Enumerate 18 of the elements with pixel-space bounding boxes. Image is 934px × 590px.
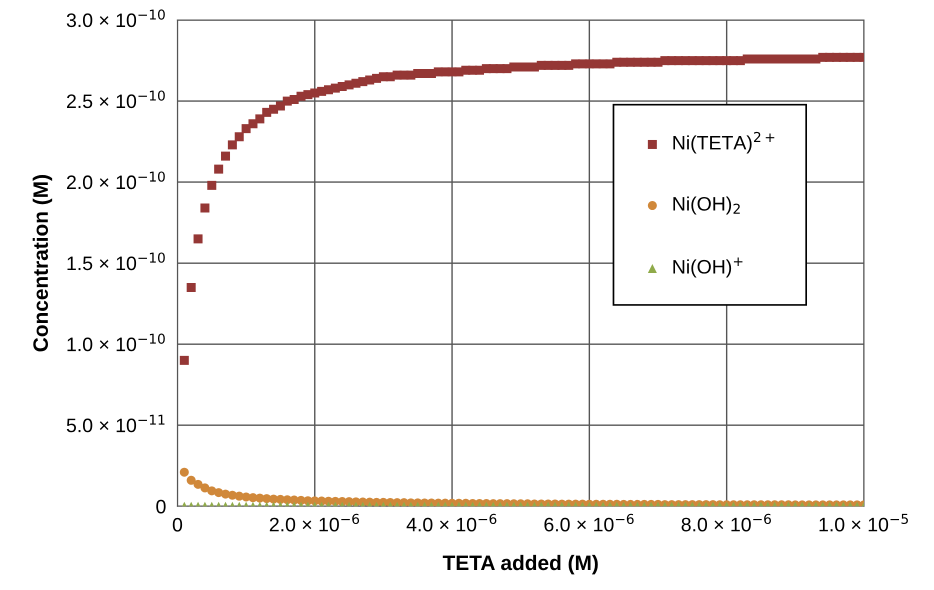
legend-label: Ni(TETA)$^{2+}$ — [673, 132, 774, 154]
y-tick-label: 5.0 × 10$^{−11}$ — [66, 414, 164, 432]
x-tick-label: 2.0 × 10$^{−6}$ — [270, 514, 360, 532]
x-tick-label: 6.0 × 10$^{−6}$ — [544, 514, 634, 532]
x-tick-label: 1.0 × 10$^{−5}$ — [820, 514, 908, 532]
legend-label: Ni(OH)$^{+}$ — [673, 257, 742, 278]
y-tick-label: 3.0 × 10$^{−10}$ — [66, 9, 165, 28]
y-tick-label: 1.5 × 10$^{−10}$ — [68, 252, 165, 270]
x-tick-label: 8.0 × 10$^{−6}$ — [682, 514, 771, 532]
y-tick-label: 2.0 × 10$^{−10}$ — [66, 171, 165, 190]
y-axis-title: Concentration (M) — [32, 175, 52, 352]
y-tick-label: 0 — [156, 500, 166, 514]
x-tick-label: 0 — [172, 518, 182, 532]
x-tick-label: 4.0 × 10$^{−6}$ — [406, 514, 496, 532]
y-tick-label: 1.0 × 10$^{−10}$ — [68, 334, 165, 352]
y-tick-label: 2.5 × 10$^{−10}$ — [66, 90, 165, 108]
legend-label: Ni(OH)$_{2}$ — [673, 196, 740, 215]
x-axis-title: TETA added (M) — [442, 554, 598, 574]
